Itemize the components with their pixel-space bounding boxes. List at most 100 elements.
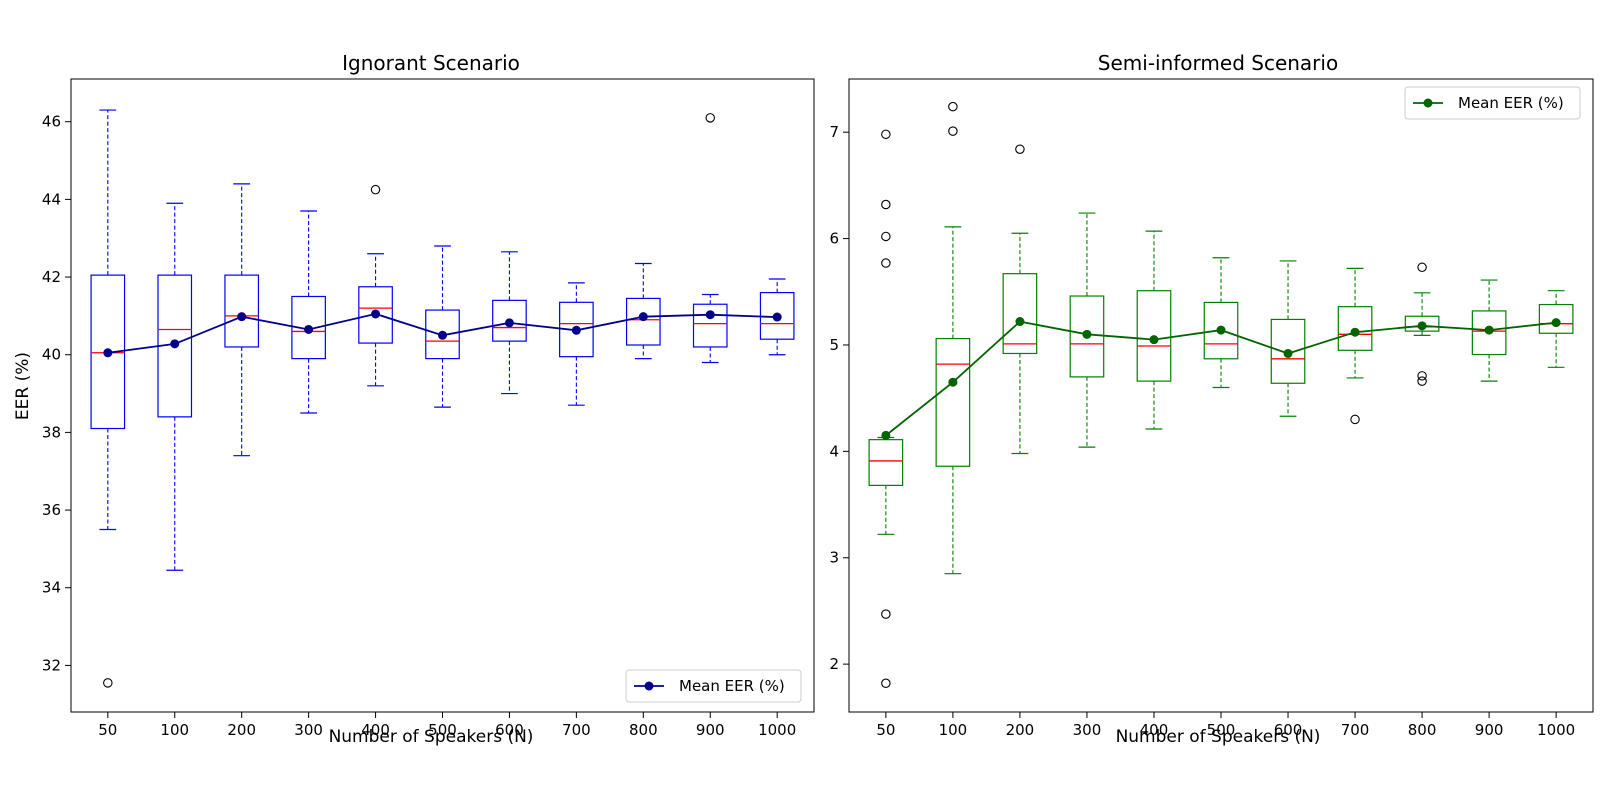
x-tick-label: 50 (876, 721, 895, 739)
mean-point (705, 310, 715, 320)
box (90, 274, 126, 430)
box (1203, 301, 1239, 360)
box (1136, 290, 1172, 382)
mean-point (170, 339, 180, 349)
outlier-point (881, 258, 891, 268)
mean-point (237, 312, 247, 322)
mean-point (1015, 317, 1025, 327)
legend-frame (625, 669, 802, 703)
mean-point (571, 325, 581, 335)
y-tick-label: 40 (42, 346, 61, 364)
box (1538, 303, 1574, 334)
box (1337, 306, 1373, 351)
x-tick-label: 700 (562, 721, 591, 739)
outlier-point (1417, 262, 1427, 273)
legend-frame (1404, 86, 1581, 120)
x-tick-label: 700 (1341, 721, 1370, 739)
chart-title: Semi-informed Scenario (1098, 51, 1338, 75)
y-tick-label: 6 (829, 230, 839, 248)
outlier-point (881, 609, 891, 619)
y-axis-label: EER (%) (13, 352, 33, 420)
box (358, 286, 393, 344)
y-tick-label: 46 (42, 113, 61, 131)
legend: Mean EER (%) (625, 669, 802, 703)
chart-title: Ignorant Scenario (342, 51, 520, 75)
x-tick-label: 600 (495, 721, 524, 739)
plot-area: 32 34 36 38 40 42 44 46 50 100 200 300 400 500 600 700 8… (42, 78, 815, 739)
legend-marker-swatch (644, 681, 654, 691)
x-tick-label: 800 (629, 721, 658, 739)
y-tick-label: 7 (829, 123, 839, 141)
box (425, 309, 460, 360)
mean-point (1216, 325, 1226, 335)
mean-point (438, 330, 447, 340)
mean-point (103, 348, 113, 358)
box (291, 295, 326, 360)
y-tick-label: 36 (42, 501, 61, 519)
x-tick-label: 1000 (758, 721, 796, 739)
outlier-point (705, 113, 715, 123)
x-tick-label: 200 (1006, 721, 1035, 739)
box (1471, 310, 1507, 356)
y-tick-label: 2 (829, 655, 839, 673)
outlier-point (881, 231, 891, 242)
outlier-point (881, 678, 891, 689)
mean-point (1082, 329, 1092, 339)
plot-frame (70, 78, 815, 713)
plot-frame (848, 78, 1594, 713)
box (1002, 273, 1038, 355)
legend-marker-swatch (1423, 98, 1433, 108)
box (1270, 318, 1306, 384)
mean-point (1149, 335, 1159, 345)
outlier-point (370, 184, 381, 195)
mean-point (1417, 321, 1427, 331)
outlier-point (103, 678, 113, 688)
mean-point (948, 377, 958, 387)
x-axis-label: Number of Speakers (N) (329, 727, 534, 747)
x-tick-label: 900 (1475, 721, 1504, 739)
box (868, 439, 904, 486)
outlier-point (1417, 376, 1427, 386)
mean-point (304, 324, 314, 334)
mean-point (1484, 325, 1494, 335)
x-tick-label: 1000 (1537, 721, 1575, 739)
outlier-point (1350, 414, 1360, 425)
outlier-point (881, 199, 891, 210)
mean-point (638, 312, 648, 322)
x-tick-label: 100 (939, 721, 968, 739)
y-tick-label: 38 (42, 423, 61, 441)
mean-point (504, 318, 514, 328)
x-axis-label: Number of Speakers (N) (1116, 727, 1321, 747)
x-tick-label: 50 (98, 721, 117, 739)
y-tick-label: 44 (42, 190, 61, 208)
box (625, 297, 661, 346)
box (224, 274, 260, 348)
x-tick-label: 900 (696, 721, 725, 739)
x-tick-label: 600 (1274, 721, 1303, 739)
mean-point (1551, 318, 1561, 328)
x-tick-label: 100 (160, 721, 189, 739)
x-tick-label: 500 (428, 721, 457, 739)
legend-label: Mean EER (%) (679, 677, 785, 695)
x-tick-label: 200 (227, 721, 256, 739)
mean-point (772, 312, 782, 322)
box (692, 303, 728, 348)
ignorant-scenario-chart: Ignorant Scenario Number of Speakers (N)… (13, 51, 815, 747)
y-tick-label: 5 (829, 336, 839, 354)
semi-informed-scenario-chart: Semi-informed Scenario Number of Speaker… (829, 51, 1594, 747)
legend: Mean EER (%) (1404, 86, 1581, 120)
mean-point (1350, 327, 1360, 337)
y-tick-label: 4 (829, 442, 839, 460)
y-tick-label: 32 (42, 656, 61, 674)
x-tick-label: 300 (294, 721, 323, 739)
x-tick-label: 500 (1207, 721, 1236, 739)
outlier-point (881, 129, 891, 140)
y-tick-label: 34 (42, 579, 61, 597)
y-tick-label: 3 (829, 549, 839, 567)
outlier-point (1417, 371, 1427, 381)
x-tick-label: 300 (1073, 721, 1102, 739)
x-tick-label: 400 (1140, 721, 1169, 739)
box (935, 337, 971, 467)
y-tick-label: 42 (42, 268, 61, 286)
